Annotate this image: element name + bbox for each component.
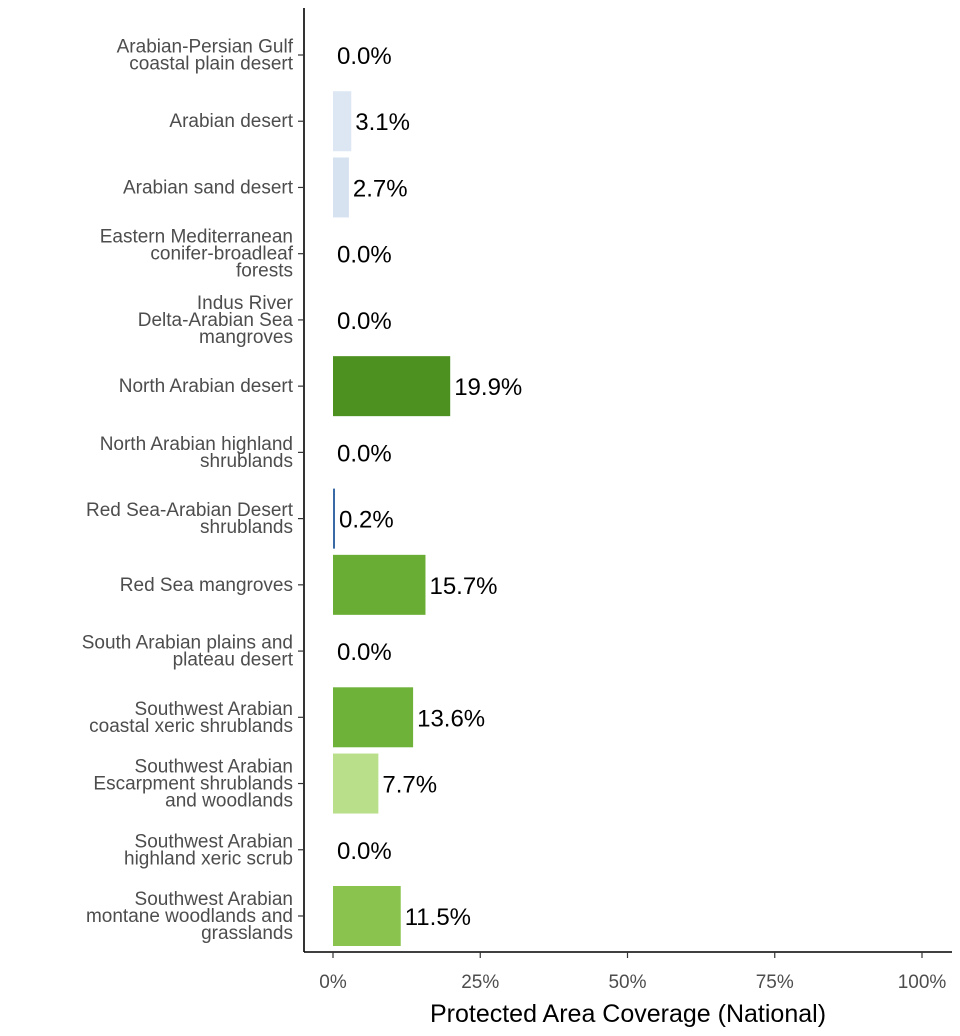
category-label-line: conifer-broadleaf <box>150 244 293 265</box>
category-label: North Arabian desert <box>119 376 294 397</box>
bar <box>333 91 352 152</box>
x-tick-label: 0% <box>319 972 347 993</box>
category-label-line: Southwest Arabian <box>135 757 293 778</box>
category-label: North Arabian highland shrublands <box>100 434 293 472</box>
bar-value-label: 11.5% <box>405 904 471 931</box>
bar <box>333 687 414 748</box>
category-label-line: North Arabian desert <box>119 376 294 397</box>
bar-value-label: 0.0% <box>337 43 392 70</box>
category-label-line: mangroves <box>199 327 293 348</box>
bar-value-label: 15.7% <box>429 573 497 600</box>
category-label: Red Sea mangroves <box>120 575 293 596</box>
category-label-line: Southwest Arabian <box>135 889 293 910</box>
category-label-line: Escarpment shrublands <box>93 774 293 795</box>
category-label: South Arabian plains and plateau desert <box>82 633 294 671</box>
bar <box>333 885 401 946</box>
category-label-line: montane woodlands and <box>86 906 293 927</box>
bar <box>333 356 451 417</box>
category-label-line: shrublands <box>200 517 293 538</box>
category-label-line: Southwest Arabian <box>135 699 293 720</box>
category-label: Southwest Arabian Escarpment shrublands an… <box>93 757 293 812</box>
category-label-line: coastal plain desert <box>129 54 293 75</box>
category-label-line: grasslands <box>201 923 293 944</box>
category-label-line: Eastern Mediterranean <box>100 227 293 248</box>
category-label-line: forests <box>236 261 293 282</box>
category-label-line: highland xeric scrub <box>124 848 293 869</box>
bar-value-label: 0.0% <box>337 242 392 269</box>
bar <box>333 488 335 549</box>
category-label-line: Red Sea mangroves <box>120 575 293 596</box>
category-label: Arabian-Persian Gulf coastal plain desert <box>117 37 294 75</box>
bar-value-label: 3.1% <box>355 109 410 136</box>
bar-value-label: 0.0% <box>337 838 392 865</box>
category-label: Arabian sand desert <box>123 177 294 198</box>
bar <box>333 157 349 218</box>
category-label-line: Arabian sand desert <box>123 177 294 198</box>
bar-value-label: 19.9% <box>454 374 522 401</box>
bar-value-label: 0.2% <box>339 507 394 534</box>
x-tick-label: 75% <box>756 972 794 993</box>
bar <box>333 753 379 814</box>
category-label: Red Sea-Arabian Desert shrublands <box>86 500 294 538</box>
category-label: Southwest Arabian highland xeric scrub <box>124 831 293 869</box>
category-label: Southwest Arabian montane woodlands and gr… <box>86 889 293 944</box>
category-label-line: South Arabian plains and <box>82 633 293 654</box>
category-label-line: and woodlands <box>165 791 293 812</box>
category-label-line: Arabian desert <box>169 111 293 132</box>
category-label-line: shrublands <box>200 451 293 472</box>
bar-value-label: 7.7% <box>382 772 437 799</box>
bar-value-label: 2.7% <box>353 175 408 202</box>
x-tick-label: 50% <box>608 972 646 993</box>
category-label: Arabian desert <box>169 111 293 132</box>
category-label-line: Red Sea-Arabian Desert <box>86 500 294 521</box>
x-tick-label: 100% <box>898 972 947 993</box>
category-label: Indus River Delta-Arabian Sea mangroves <box>138 293 294 348</box>
bar-value-label: 0.0% <box>337 639 392 666</box>
category-label-line: Arabian-Persian Gulf <box>117 37 294 58</box>
x-tick-label: 25% <box>461 972 499 993</box>
category-label-line: Indus River <box>197 293 294 314</box>
category-label-line: coastal xeric shrublands <box>89 716 293 737</box>
bar-value-label: 0.0% <box>337 308 392 335</box>
category-label-line: plateau desert <box>173 650 294 671</box>
bar-value-label: 13.6% <box>417 705 485 732</box>
bar-value-label: 0.0% <box>337 440 392 467</box>
bar <box>333 554 426 615</box>
category-label-line: Delta-Arabian Sea <box>138 310 294 331</box>
category-label: Eastern Mediterranean conifer-broadleaf fo… <box>100 227 294 282</box>
category-label: Southwest Arabian coastal xeric shrubland… <box>89 699 293 737</box>
category-label-line: Southwest Arabian <box>135 831 293 852</box>
category-label-line: North Arabian highland <box>100 434 293 455</box>
x-axis-title: Protected Area Coverage (National) <box>430 1000 826 1028</box>
